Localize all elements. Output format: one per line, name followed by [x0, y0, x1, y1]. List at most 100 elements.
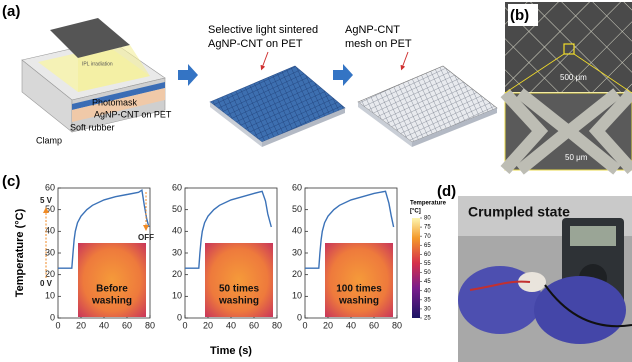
step-label: Selective light sintered: [208, 24, 318, 36]
x-tick-label: 40: [226, 320, 236, 330]
annotation: Photomask: [92, 97, 138, 107]
device-illustration: [21, 18, 166, 133]
x-tick-label: 80: [145, 320, 155, 330]
zoom-box: [563, 43, 575, 55]
layer: [72, 82, 165, 110]
x-tick-label: 60: [369, 320, 379, 330]
inset-label: 50 times: [219, 284, 259, 295]
colorbar: [412, 218, 420, 318]
y-tick-label: 20: [292, 269, 302, 279]
y-tick-label: 0: [50, 312, 55, 322]
lamp: [50, 18, 130, 58]
process-arrow: [333, 64, 353, 86]
inset-label: Before: [96, 284, 128, 295]
line: [305, 190, 395, 269]
meter-screen: [570, 226, 616, 246]
colorbar-tick-label: 75: [424, 225, 431, 231]
x-tick-label: 20: [323, 320, 333, 330]
inset-label: washing: [338, 296, 379, 307]
y-tick-label: 20: [45, 269, 55, 279]
scale-label: 50 μm: [565, 153, 588, 162]
y-tick-label: 30: [172, 247, 182, 257]
rubber: [72, 88, 165, 122]
sheet: [209, 65, 346, 143]
panel-label: (d): [437, 183, 456, 200]
step-label: mesh on PET: [345, 38, 412, 50]
colorbar-tick-label: 65: [424, 243, 431, 249]
line: [58, 189, 150, 269]
colorbar-tick-label: 40: [424, 288, 431, 294]
colorbar-tick-label: 55: [424, 261, 431, 267]
sheet-edge: [358, 102, 412, 147]
process-arrow: [178, 64, 198, 86]
x-tick-label: 20: [203, 320, 213, 330]
inset-label: washing: [218, 296, 259, 307]
y-tick-label: 60: [292, 182, 302, 192]
x-tick-label: 60: [122, 320, 132, 330]
colorbar-tick-label: 60: [424, 252, 431, 258]
x-axis-title: Time (s): [210, 345, 252, 357]
zoom-line: [573, 53, 632, 94]
y-tick-label: 40: [45, 226, 55, 236]
y-tick-label: 10: [292, 291, 302, 301]
photo: [458, 196, 632, 362]
x-tick-label: 0: [55, 320, 60, 330]
y-tick-label: 60: [172, 182, 182, 192]
sheet-edge: [262, 108, 345, 147]
x-tick-label: 60: [249, 320, 259, 330]
y-tick-label: 50: [172, 204, 182, 214]
line: [185, 190, 272, 269]
caption: Crumpled state: [468, 204, 570, 220]
zoom-line: [504, 53, 565, 94]
label-bg: [508, 4, 538, 26]
y-tick-label: 0: [177, 312, 182, 322]
x-tick-label: 40: [346, 320, 356, 330]
mesh-line: [500, 88, 632, 175]
x-tick-label: 80: [392, 320, 402, 330]
pointer: [260, 51, 269, 71]
step-label: AgNP-CNT on PET: [208, 38, 303, 50]
x-tick-label: 80: [272, 320, 282, 330]
panel-label: (c): [2, 173, 20, 190]
colorbar-tick-label: 80: [424, 216, 431, 222]
annotation: 0 V: [40, 279, 53, 288]
glove: [534, 276, 626, 344]
pointer: [400, 51, 409, 71]
thermal-inset: [325, 243, 393, 317]
annotation: IPL irradiation: [82, 61, 113, 67]
y-tick-label: 20: [172, 269, 182, 279]
y-axis-title: Temperature (°C): [14, 208, 26, 297]
y-tick-label: 60: [45, 182, 55, 192]
colorbar-tick-label: 50: [424, 270, 431, 276]
annotation: AgNP-CNT on PET: [94, 109, 172, 119]
panel-label: (a): [2, 3, 20, 20]
colorbar-tick-label: 45: [424, 279, 431, 285]
colorbar-tick-label: 30: [424, 306, 431, 312]
sheet-edge: [210, 102, 262, 147]
mesh-line: [516, 88, 621, 175]
y-tick-label: 40: [172, 226, 182, 236]
thermal-inset: [78, 243, 146, 317]
y-tick-label: 30: [292, 247, 302, 257]
colorbar-tick-label: 35: [424, 297, 431, 303]
annotation: Soft rubber: [70, 122, 115, 132]
y-tick-label: 50: [45, 204, 55, 214]
inset-label: washing: [91, 296, 132, 307]
wire: [469, 280, 531, 291]
colorbar-title: [°C]: [410, 209, 421, 215]
light-beam: [78, 45, 150, 92]
step-label: AgNP-CNT: [345, 24, 400, 36]
sheet-edge: [412, 108, 497, 147]
y-tick-label: 30: [45, 247, 55, 257]
panel-label: (b): [510, 7, 529, 24]
colorbar-tick-label: 70: [424, 234, 431, 240]
scale-label: 500 μm: [560, 73, 587, 82]
inset-label: 100 times: [336, 284, 382, 295]
x-tick-label: 0: [182, 320, 187, 330]
thermal-inset: [205, 243, 273, 317]
y-tick-label: 50: [292, 204, 302, 214]
